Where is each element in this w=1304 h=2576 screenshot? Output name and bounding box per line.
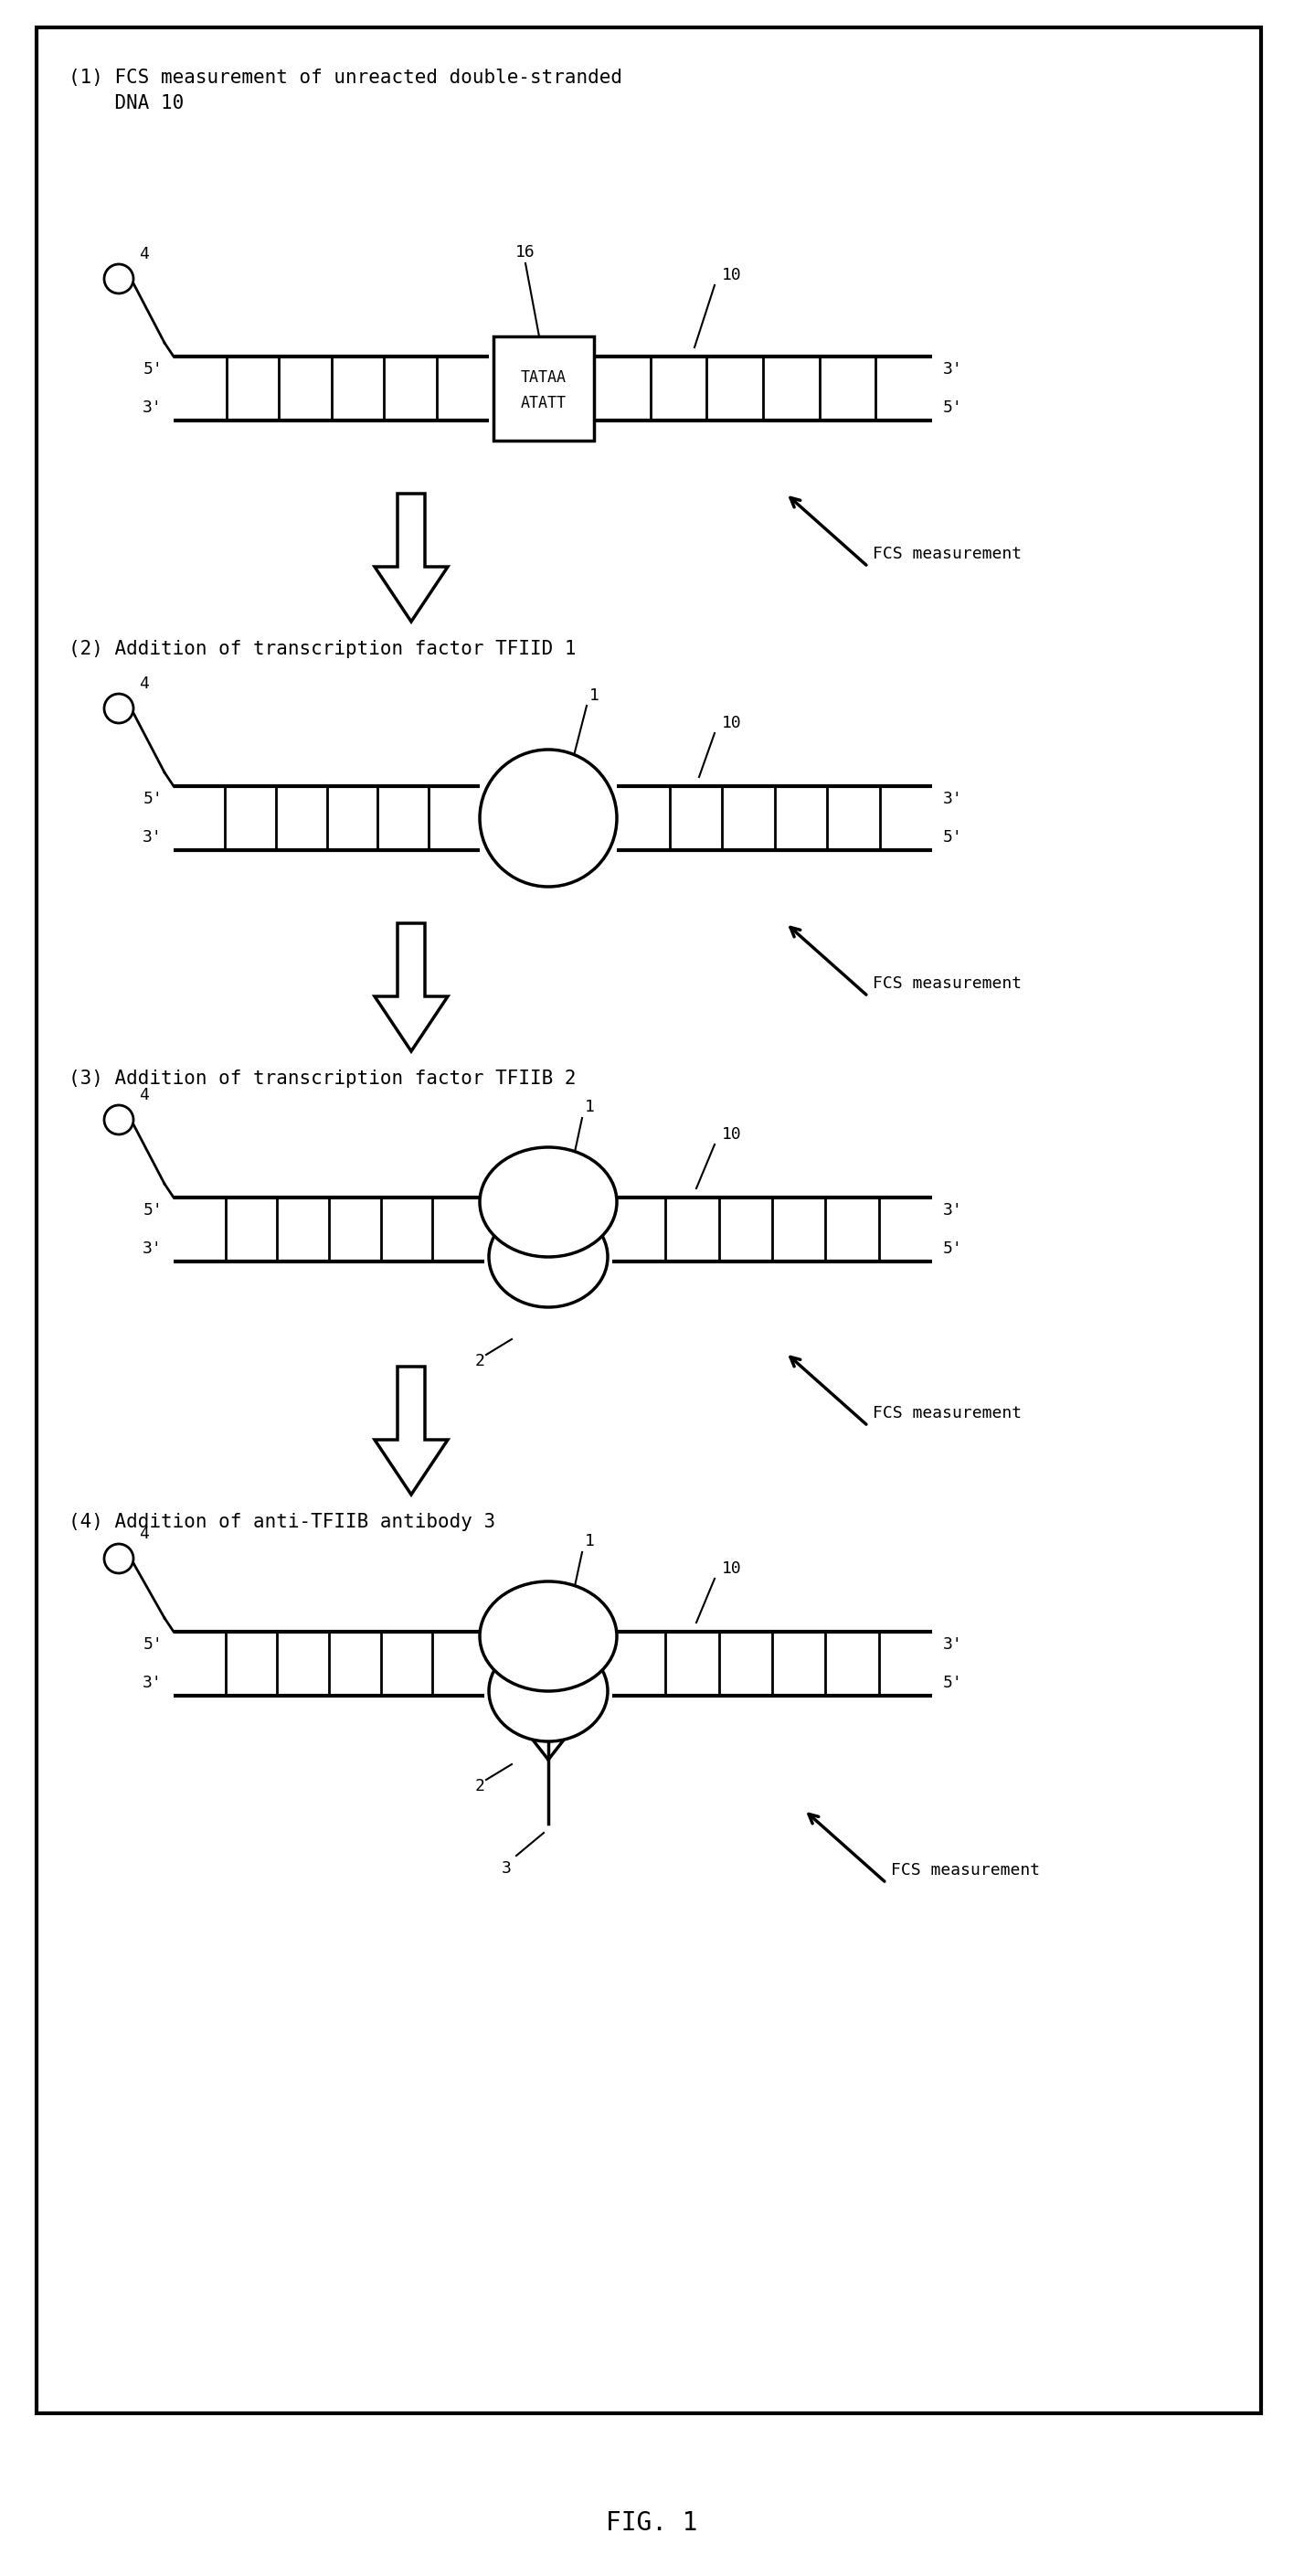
Text: 3': 3' xyxy=(943,791,962,806)
Text: FCS measurement: FCS measurement xyxy=(872,976,1022,992)
Ellipse shape xyxy=(489,1641,608,1741)
Text: 1: 1 xyxy=(589,688,600,703)
Text: (2) Addition of transcription factor TFIID 1: (2) Addition of transcription factor TFI… xyxy=(69,639,576,659)
Text: 10: 10 xyxy=(722,268,742,283)
Polygon shape xyxy=(374,922,447,1051)
Circle shape xyxy=(104,1543,133,1574)
Text: 10: 10 xyxy=(722,1126,742,1144)
Polygon shape xyxy=(374,495,447,621)
Text: 5': 5' xyxy=(943,829,962,845)
Text: 3': 3' xyxy=(142,399,163,415)
Text: (3) Addition of transcription factor TFIIB 2: (3) Addition of transcription factor TFI… xyxy=(69,1069,576,1087)
Text: 10: 10 xyxy=(722,716,742,732)
Text: FCS measurement: FCS measurement xyxy=(872,546,1022,562)
Text: 1: 1 xyxy=(584,1100,595,1115)
Ellipse shape xyxy=(480,1582,617,1690)
Text: 3': 3' xyxy=(943,1203,962,1218)
Text: 5': 5' xyxy=(142,1203,163,1218)
Text: 4: 4 xyxy=(140,675,149,693)
Text: 10: 10 xyxy=(722,1561,742,1577)
Text: 4: 4 xyxy=(140,1087,149,1103)
Circle shape xyxy=(104,265,133,294)
Text: (4) Addition of anti-TFIIB antibody 3: (4) Addition of anti-TFIIB antibody 3 xyxy=(69,1512,496,1530)
Text: FIG. 1: FIG. 1 xyxy=(605,2509,698,2535)
Text: 2: 2 xyxy=(475,1777,484,1795)
Text: FCS measurement: FCS measurement xyxy=(872,1404,1022,1422)
Text: ATATT: ATATT xyxy=(520,394,566,412)
Circle shape xyxy=(104,693,133,724)
Text: FCS measurement: FCS measurement xyxy=(891,1862,1041,1878)
Text: 3': 3' xyxy=(943,361,962,379)
Text: DNA 10: DNA 10 xyxy=(69,95,184,113)
Bar xyxy=(493,337,595,440)
Text: 4: 4 xyxy=(140,1525,149,1543)
Text: 5': 5' xyxy=(142,1636,163,1654)
Ellipse shape xyxy=(489,1206,608,1306)
Text: 3: 3 xyxy=(502,1860,511,1878)
Text: 3': 3' xyxy=(142,1674,163,1690)
Text: TATAA: TATAA xyxy=(520,368,566,386)
Text: 3': 3' xyxy=(142,1242,163,1257)
Text: 3': 3' xyxy=(142,829,163,845)
Text: 3': 3' xyxy=(943,1636,962,1654)
Text: (1) FCS measurement of unreacted double-stranded: (1) FCS measurement of unreacted double-… xyxy=(69,70,622,88)
Ellipse shape xyxy=(480,1146,617,1257)
Ellipse shape xyxy=(480,750,617,886)
Text: 5': 5' xyxy=(943,1674,962,1690)
Text: 5': 5' xyxy=(142,361,163,379)
Text: 5': 5' xyxy=(943,1242,962,1257)
Text: 16: 16 xyxy=(515,245,536,260)
Text: 4: 4 xyxy=(140,245,149,263)
Circle shape xyxy=(104,1105,133,1133)
Text: 2: 2 xyxy=(475,1352,484,1370)
Text: 5': 5' xyxy=(142,791,163,806)
Polygon shape xyxy=(374,1368,447,1494)
Text: 1: 1 xyxy=(584,1533,595,1548)
Text: 5': 5' xyxy=(943,399,962,415)
